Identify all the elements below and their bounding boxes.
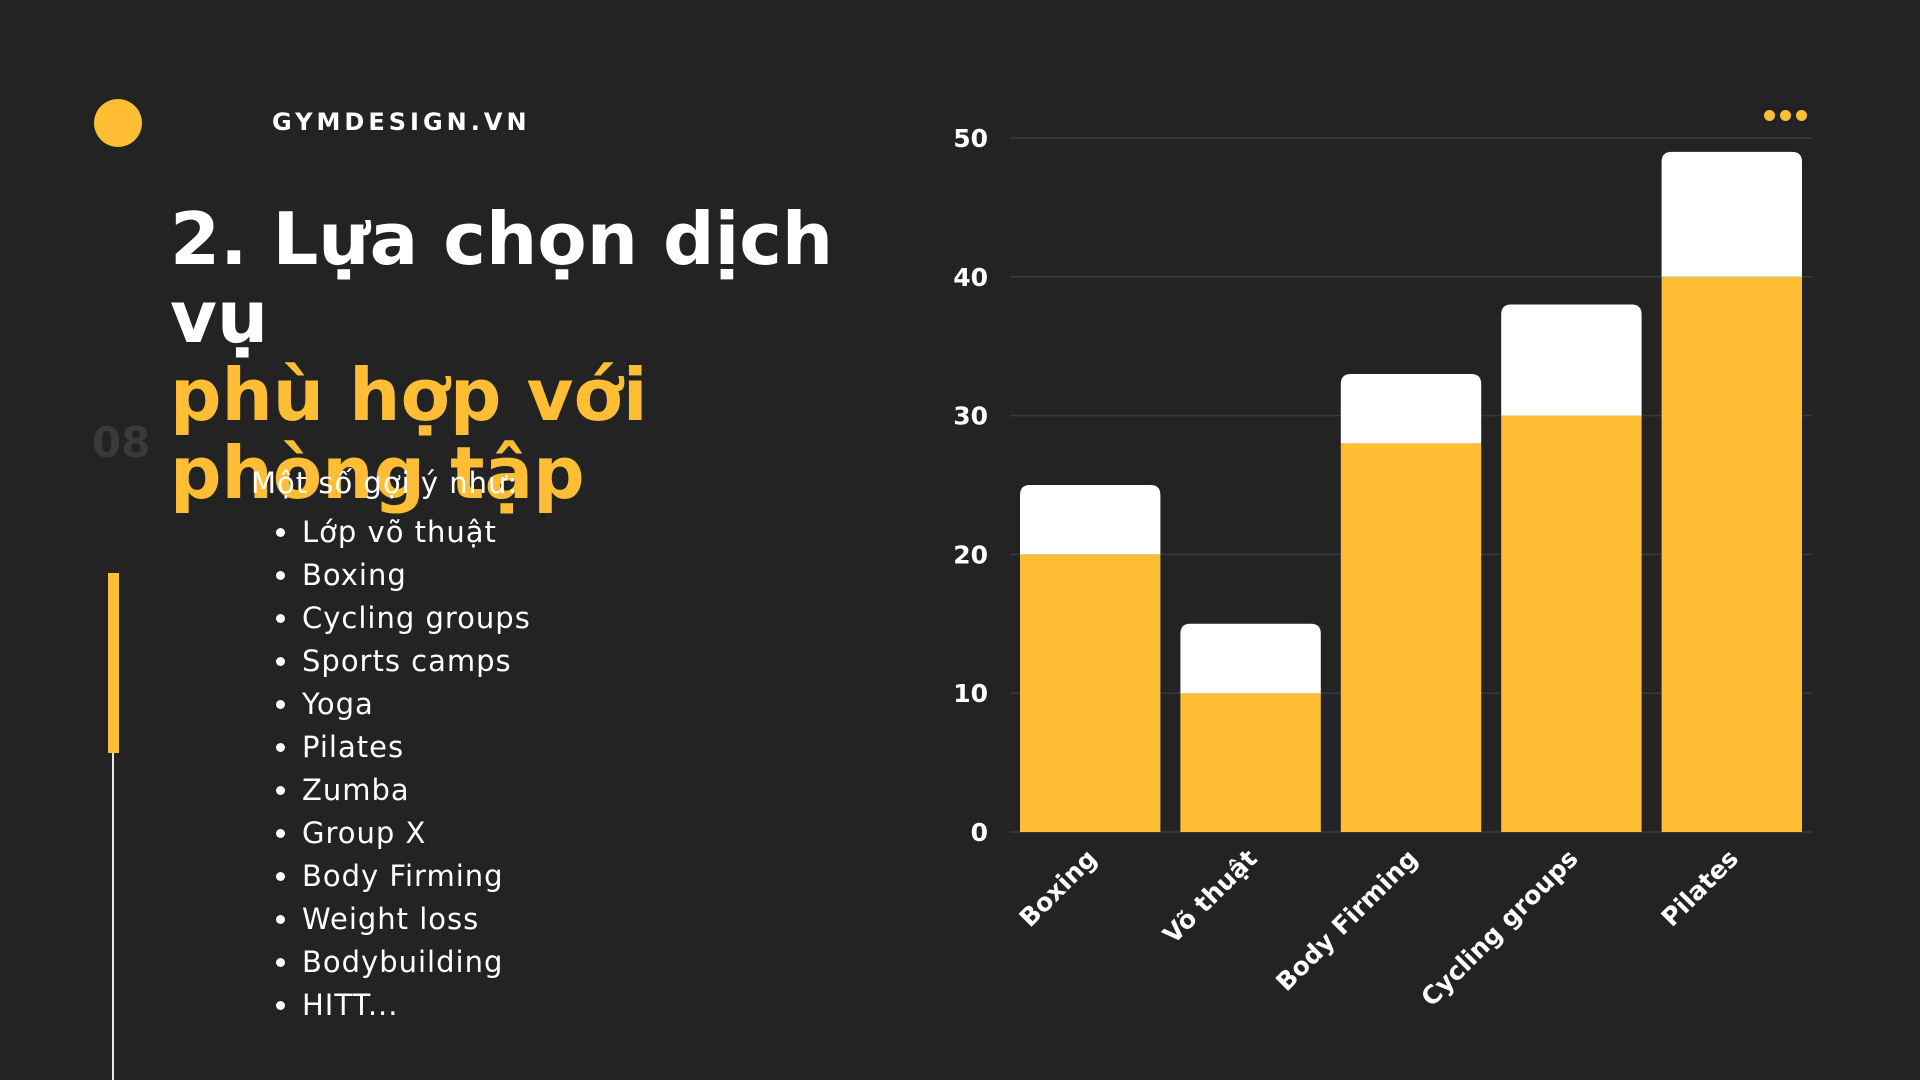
list-item-label: Weight loss	[302, 902, 480, 936]
list-item-label: Sports camps	[302, 644, 512, 678]
x-tick-label: Body Firming	[1270, 844, 1423, 997]
bullet-icon	[276, 528, 285, 537]
timeline-accent	[108, 573, 119, 753]
x-tick-label: Cycling groups	[1415, 844, 1583, 1012]
list-item: HITT...	[276, 984, 531, 1027]
list-item-label: Group X	[302, 816, 427, 850]
list-item-label: Bodybuilding	[302, 945, 504, 979]
title-line-2: phù hợp với phòng tập	[170, 353, 648, 515]
list-item-label: Zumba	[302, 773, 410, 807]
list-item-label: Yoga	[302, 687, 374, 721]
bar-segment-top	[1501, 304, 1642, 416]
service-list: Lớp võ thuật Boxing Cycling groups Sports c…	[276, 511, 531, 1027]
list-item-label: Body Firming	[302, 859, 504, 893]
bullet-icon	[276, 829, 285, 838]
list-item-label: Pilates	[302, 730, 405, 764]
list-item: Boxing	[276, 554, 531, 597]
x-tick-label: Võ thuật	[1157, 844, 1263, 950]
page-title: 2. Lựa chọn dịch vụ phù hợp với phòng tậ…	[170, 200, 890, 512]
bar-segment-base	[1020, 554, 1161, 832]
y-tick-label: 0	[971, 818, 988, 847]
y-tick-label: 40	[953, 263, 988, 292]
list-item: Bodybuilding	[276, 941, 531, 984]
page-number: 08	[92, 418, 151, 467]
list-item: Yoga	[276, 683, 531, 726]
timeline-line	[112, 575, 114, 1080]
list-item-label: Boxing	[302, 558, 407, 592]
bar-segment-base	[1180, 693, 1321, 832]
bullet-icon	[276, 614, 285, 623]
y-tick-label: 50	[953, 124, 988, 153]
list-item-label: Lớp võ thuật	[302, 515, 497, 549]
bar-segment-top	[1180, 623, 1321, 694]
list-item: Group X	[276, 812, 531, 855]
bar-segment-top	[1020, 485, 1161, 555]
bullet-icon	[276, 700, 285, 709]
brand-name: GYMDESIGN.VN	[272, 108, 531, 136]
bullet-icon	[276, 743, 285, 752]
bullet-icon	[276, 915, 285, 924]
list-item: Weight loss	[276, 898, 531, 941]
list-item: Pilates	[276, 726, 531, 769]
y-tick-label: 30	[953, 402, 988, 431]
x-tick-label: Pilates	[1656, 844, 1744, 932]
bullet-icon	[276, 872, 285, 881]
y-tick-label: 20	[953, 540, 988, 569]
y-tick-label: 10	[953, 679, 988, 708]
list-item-label: Cycling groups	[302, 601, 531, 635]
bar-segment-base	[1501, 415, 1642, 832]
bullet-icon	[276, 786, 285, 795]
x-tick-label: Boxing	[1014, 844, 1103, 933]
bar-segment-base	[1661, 276, 1802, 832]
list-item: Zumba	[276, 769, 531, 812]
bullet-icon	[276, 657, 285, 666]
list-item-label: HITT...	[302, 988, 399, 1022]
list-item: Sports camps	[276, 640, 531, 683]
bullet-icon	[276, 958, 285, 967]
bullet-icon	[276, 571, 285, 580]
list-item: Lớp võ thuật	[276, 511, 531, 554]
bullet-icon	[276, 1001, 285, 1010]
bar-segment-top	[1340, 373, 1482, 444]
title-line-1: 2. Lựa chọn dịch vụ	[170, 197, 834, 359]
bar-segment-base	[1340, 443, 1482, 832]
more-dots-icon[interactable]	[1764, 110, 1807, 121]
list-item: Cycling groups	[276, 597, 531, 640]
bar-segment-top	[1661, 151, 1802, 277]
intro-text: Một số gợi ý như:	[251, 466, 519, 500]
logo-dot	[94, 99, 142, 147]
list-item: Body Firming	[276, 855, 531, 898]
